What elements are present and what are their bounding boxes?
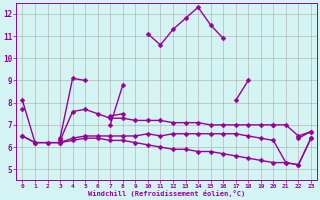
X-axis label: Windchill (Refroidissement éolien,°C): Windchill (Refroidissement éolien,°C) xyxy=(88,190,245,197)
